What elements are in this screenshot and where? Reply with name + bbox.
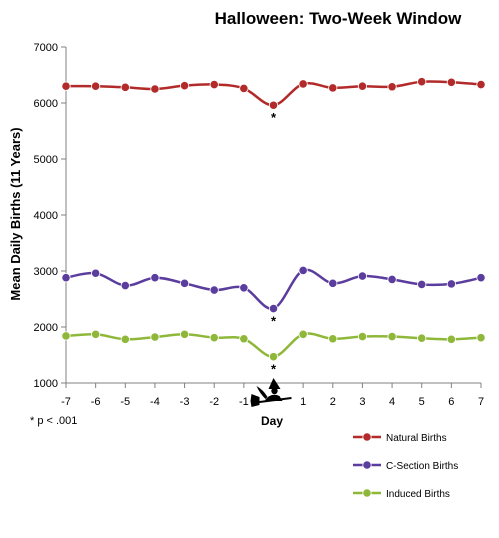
legend-marker bbox=[362, 432, 372, 442]
x-tick-label: 1 bbox=[300, 396, 306, 408]
data-point bbox=[179, 81, 190, 91]
significance-marker: * bbox=[271, 362, 277, 377]
y-tick-label: 2000 bbox=[34, 322, 58, 334]
data-point bbox=[328, 334, 338, 344]
data-point bbox=[150, 332, 160, 342]
data-point bbox=[268, 100, 279, 110]
y-tick-label: 6000 bbox=[34, 98, 58, 110]
series-layer: * * * bbox=[61, 77, 486, 377]
data-point bbox=[120, 82, 130, 92]
x-tick-label: -2 bbox=[209, 396, 219, 408]
data-point bbox=[298, 79, 308, 89]
witch-cape bbox=[256, 386, 268, 399]
series-induced-births bbox=[61, 329, 486, 362]
x-tick-label: 5 bbox=[419, 396, 425, 408]
data-point bbox=[387, 82, 397, 92]
data-point bbox=[417, 77, 427, 87]
data-point bbox=[417, 279, 427, 290]
significance-marker: * bbox=[271, 110, 277, 125]
legend-label: Induced Births bbox=[386, 489, 450, 500]
x-tick-label: -1 bbox=[239, 396, 249, 408]
x-axis-label: Day bbox=[261, 414, 283, 428]
witch-head bbox=[271, 387, 278, 395]
y-tick-label: 3000 bbox=[34, 266, 58, 278]
y-tick-label: 4000 bbox=[34, 210, 58, 222]
data-point bbox=[91, 268, 101, 278]
data-point bbox=[61, 331, 71, 341]
data-point bbox=[268, 303, 279, 314]
x-tick-label: -7 bbox=[61, 396, 71, 408]
data-point bbox=[209, 79, 219, 90]
witch-hat bbox=[268, 378, 281, 389]
series-natural-births bbox=[61, 77, 486, 110]
y-tick-label: 7000 bbox=[34, 42, 58, 54]
data-point bbox=[417, 333, 427, 343]
significance-footnote: * p < .001 bbox=[30, 415, 77, 427]
data-point bbox=[91, 329, 101, 339]
data-point bbox=[298, 329, 308, 339]
data-point bbox=[179, 329, 190, 339]
data-point bbox=[268, 352, 279, 362]
data-point bbox=[179, 278, 190, 288]
data-point bbox=[209, 285, 219, 295]
data-point bbox=[357, 331, 368, 342]
x-tick-label: 2 bbox=[330, 396, 336, 408]
data-point bbox=[150, 273, 160, 283]
x-tick-label: 6 bbox=[448, 396, 454, 408]
data-point bbox=[91, 81, 101, 91]
data-point bbox=[150, 84, 160, 94]
data-point bbox=[61, 273, 71, 283]
legend: Natural Births C-Section Births Induced Bi… bbox=[353, 432, 458, 500]
data-point bbox=[357, 81, 368, 91]
data-point bbox=[120, 334, 130, 344]
axes: 1000 2000 3000 4000 5000 6000 7000 -7 -6 -5 -4 -3 -2… bbox=[34, 42, 485, 408]
data-point bbox=[209, 333, 219, 343]
legend-item: C-Section Births bbox=[353, 460, 458, 472]
legend-marker bbox=[362, 460, 372, 470]
data-point bbox=[476, 333, 486, 343]
data-point bbox=[387, 274, 397, 284]
data-point bbox=[61, 81, 71, 91]
series-c-section-births bbox=[61, 265, 486, 314]
legend-label: Natural Births bbox=[386, 433, 447, 444]
chart-title: Halloween: Two-Week Window bbox=[215, 9, 462, 28]
x-tick-label: 7 bbox=[478, 396, 484, 408]
data-point bbox=[239, 283, 249, 293]
data-point bbox=[298, 265, 308, 276]
x-tick-label: 4 bbox=[389, 396, 395, 408]
x-tick-label: -6 bbox=[91, 396, 101, 408]
y-axis-label: Mean Daily Births (11 Years) bbox=[8, 127, 23, 300]
data-point bbox=[446, 279, 456, 289]
x-tick-label: -4 bbox=[150, 396, 160, 408]
data-point bbox=[446, 334, 456, 344]
data-point bbox=[328, 83, 338, 93]
y-tick-label: 5000 bbox=[34, 154, 58, 166]
data-point bbox=[387, 331, 397, 342]
data-point bbox=[239, 83, 249, 94]
data-point bbox=[239, 334, 249, 344]
x-tick-label: -3 bbox=[180, 396, 190, 408]
broom-bristles bbox=[250, 394, 260, 407]
data-point bbox=[446, 77, 456, 87]
y-tick-label: 1000 bbox=[34, 378, 58, 390]
significance-marker: * bbox=[271, 314, 277, 329]
data-point bbox=[120, 280, 130, 291]
legend-marker bbox=[362, 488, 372, 498]
legend-item: Natural Births bbox=[353, 432, 447, 444]
x-tick-label: 3 bbox=[359, 396, 365, 408]
data-point bbox=[476, 273, 486, 283]
x-tick-label: -5 bbox=[120, 396, 130, 408]
data-point bbox=[476, 79, 486, 90]
witch-body bbox=[264, 394, 283, 401]
witch-on-broom-icon bbox=[250, 378, 292, 407]
legend-label: C-Section Births bbox=[386, 461, 458, 472]
data-point bbox=[357, 271, 368, 281]
legend-item: Induced Births bbox=[353, 488, 450, 500]
data-point bbox=[328, 278, 338, 288]
series-line bbox=[65, 268, 482, 310]
